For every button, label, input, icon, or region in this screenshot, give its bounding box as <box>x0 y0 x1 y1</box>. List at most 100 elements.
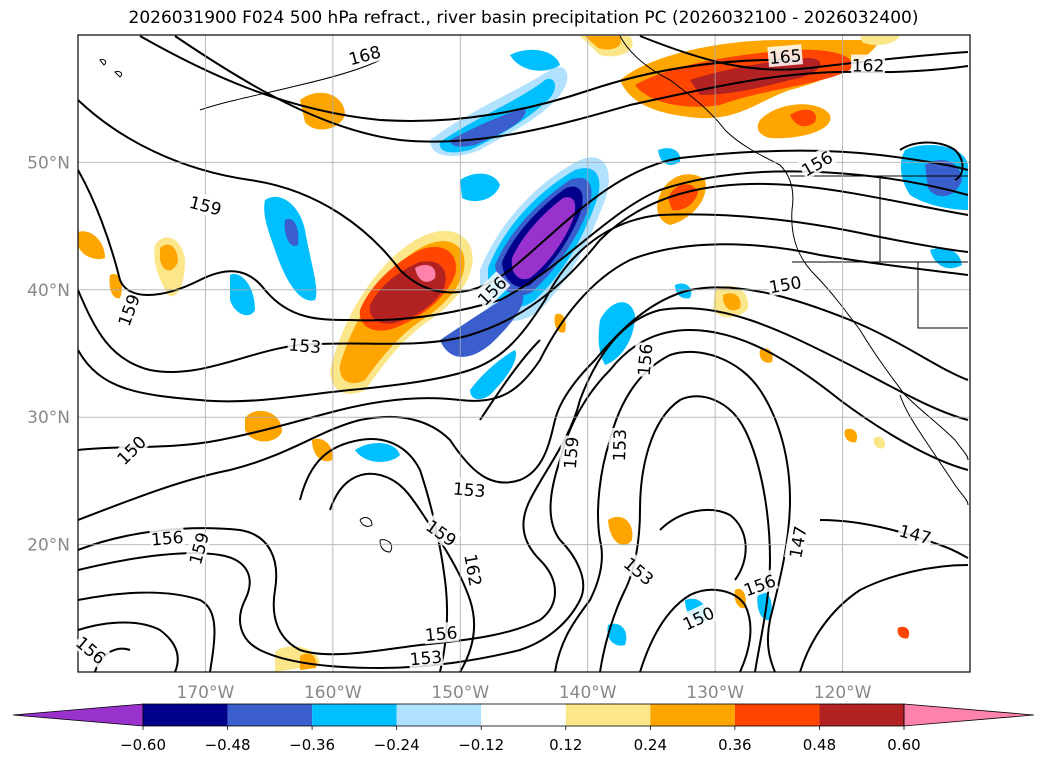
contour-label: 147 <box>784 523 812 561</box>
colorbar-segment <box>312 704 397 726</box>
colorbar: −0.60 −0.48 −0.36 −0.24 −0.12 0.12 0.24 0.36 0.4… <box>12 703 1035 754</box>
lon-tick-label: 170°W <box>177 683 235 703</box>
colorbar-segment <box>819 704 904 726</box>
contour-line <box>659 509 747 581</box>
contour-label: 156 <box>423 621 459 646</box>
fill-orange-e5 <box>723 293 741 311</box>
fill-blue-east <box>598 302 635 365</box>
colorbar-tick-label: 0.48 <box>803 736 836 754</box>
contour-line <box>329 472 476 672</box>
contour-label-bg <box>186 190 225 219</box>
contour-label-bg <box>451 477 488 501</box>
contour-label-bg <box>472 271 511 310</box>
contour-line <box>799 564 969 672</box>
contour-label-text: 156 <box>741 571 778 601</box>
contour-label-bg <box>896 519 935 548</box>
lat-tick-label: 50°N <box>27 153 70 173</box>
contour-label-bg <box>678 601 718 634</box>
fill-orange-w5 <box>312 438 333 462</box>
colorbar-tick-label: −0.24 <box>374 736 420 754</box>
contour-line <box>639 588 752 672</box>
fill-red-bc <box>790 109 816 127</box>
contour-line <box>78 182 969 374</box>
contour-label: 162 <box>851 54 886 77</box>
fill-orange-e8 <box>844 428 858 443</box>
colorbar-segment <box>734 704 820 726</box>
contour-label-bg <box>740 569 779 600</box>
contour-line <box>78 169 969 322</box>
contour-line <box>139 35 801 122</box>
contour-label-bg <box>423 621 459 645</box>
contour-label-text: 153 <box>619 554 657 590</box>
axis-ticks: 170°W 160°W 150°W 140°W 130°W 120°W 20°N 30°N 40… <box>27 153 871 703</box>
contour-label: 159 <box>184 529 214 568</box>
fill-medblue-band <box>450 108 526 147</box>
fill-purple-trough <box>511 197 576 280</box>
colorbar-segment <box>650 704 735 726</box>
lon-tick-label: 160°W <box>304 683 362 703</box>
contour-label-bg <box>766 270 804 297</box>
lat-tick-label: 20°N <box>27 536 70 556</box>
lon-tick-label: 150°W <box>431 683 489 703</box>
fill-orange-w3 <box>109 274 122 299</box>
contour-line <box>78 99 969 294</box>
border-states <box>792 176 968 329</box>
fill-medblue-west <box>284 219 299 246</box>
fill-orange-w2 <box>160 244 178 271</box>
height-contours <box>78 35 969 672</box>
contour-line <box>639 35 969 71</box>
colorbar-tick-label: 0.24 <box>634 736 667 754</box>
colorbar-segment <box>396 704 482 726</box>
contour-label-bg <box>607 427 630 463</box>
contour-label-bg <box>422 514 462 551</box>
contour-label-text: 153 <box>452 479 486 502</box>
contour-label-text: 153 <box>409 648 443 671</box>
lon-tick-label: 140°W <box>559 683 617 703</box>
fill-pink-center <box>415 265 436 282</box>
contour-label-text: 159 <box>186 530 214 567</box>
fill-blue-east2 <box>658 148 681 165</box>
contour-label-bg <box>407 645 444 669</box>
coast-hawaii <box>359 517 393 553</box>
contour-label: 156 <box>740 569 779 601</box>
colorbar-segment <box>481 704 566 726</box>
contour-label: 159 <box>558 434 584 471</box>
contour-label-bg <box>558 434 582 471</box>
contour-line <box>299 438 449 672</box>
contour-line <box>599 395 772 672</box>
contour-label-text: 153 <box>610 429 631 462</box>
coast-aleutian <box>199 59 381 111</box>
lon-tick-label: 130°W <box>686 683 744 703</box>
contour-label: 153 <box>287 333 323 358</box>
colorbar-segment <box>565 704 651 726</box>
contour-label: 156 <box>632 341 657 378</box>
lat-tick-label: 30°N <box>27 408 70 428</box>
colorbar-tick-label: −0.36 <box>289 736 335 754</box>
contour-line <box>78 243 969 451</box>
contour-line <box>78 286 969 521</box>
contour-label: 150 <box>678 601 718 635</box>
lon-tick-label: 120°W <box>814 683 872 703</box>
contour-label-bg <box>287 333 323 357</box>
fill-blue-s2 <box>607 623 627 646</box>
fill-blue-coast2 <box>930 248 962 269</box>
fill-orange-w1 <box>78 231 105 260</box>
colorbar-extend-low <box>12 703 144 727</box>
contour-label-bg <box>619 552 659 590</box>
contour-line <box>899 141 964 181</box>
contour-label-text: 156 <box>424 623 458 646</box>
fill-orange-e9 <box>873 436 886 449</box>
fill-orange-top <box>585 36 621 50</box>
coast-alaska <box>619 35 969 461</box>
contour-label: 156 <box>71 630 111 669</box>
contour-label-text: 150 <box>114 432 151 469</box>
contour-label: 159 <box>186 190 225 221</box>
contour-label-text: 153 <box>288 335 322 358</box>
colorbar-tick-label: 0.60 <box>887 736 920 754</box>
contour-label: 165 <box>767 44 803 69</box>
lat-tick-label: 40°N <box>27 281 70 301</box>
contour-label: 150 <box>766 270 804 298</box>
colorbar-tick-label: −0.48 <box>205 736 251 754</box>
contour-label: 153 <box>619 552 659 590</box>
